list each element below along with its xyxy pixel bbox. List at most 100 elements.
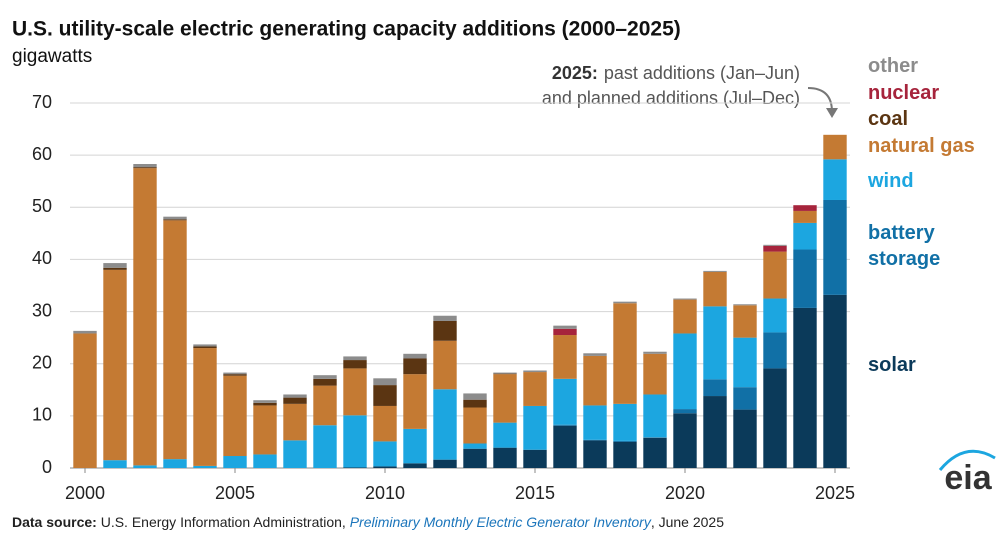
bar-segment xyxy=(733,304,757,306)
bar-segment xyxy=(283,394,307,398)
x-tick-label: 2015 xyxy=(515,483,555,503)
bar-segment xyxy=(733,337,757,388)
logo: eia xyxy=(944,459,992,497)
bar-segment xyxy=(493,422,517,448)
bar-segment xyxy=(763,251,787,299)
bar-segment xyxy=(613,403,637,441)
logo-swoosh xyxy=(938,449,996,471)
bar-segment xyxy=(793,249,817,308)
bar-segment xyxy=(163,459,187,468)
bar-segment xyxy=(343,360,367,369)
bar-segment xyxy=(313,425,337,468)
bar-segment xyxy=(433,340,457,390)
bar-segment xyxy=(673,413,697,468)
bar-segment xyxy=(643,351,667,354)
bar-segment xyxy=(793,205,817,211)
bar-segment xyxy=(733,305,757,338)
bar-segment xyxy=(373,405,397,442)
source-bold: Data source: xyxy=(12,514,97,530)
bar-segment xyxy=(703,306,727,380)
bar-segment xyxy=(583,405,607,440)
bar-segment xyxy=(493,372,517,374)
y-tick-label: 20 xyxy=(32,352,52,372)
bar-segment xyxy=(103,269,127,461)
bar-segment xyxy=(133,465,157,468)
bar-segment xyxy=(103,263,127,268)
bar-segment xyxy=(643,353,667,395)
bar-segment xyxy=(313,375,337,379)
bar-segment xyxy=(283,397,307,404)
bar-segment xyxy=(613,303,637,404)
bar-segment xyxy=(133,167,157,169)
legend-entry: solar xyxy=(868,354,916,376)
bar-segment xyxy=(673,333,697,410)
bar-segment xyxy=(523,405,547,450)
annotation: 2025: past additions (Jan–Jun) xyxy=(552,63,800,83)
bar-segment xyxy=(193,346,217,349)
x-tick-label: 2005 xyxy=(215,483,255,503)
bar-segment xyxy=(553,325,577,329)
bar-segment xyxy=(223,456,247,468)
y-tick-label: 50 xyxy=(32,196,52,216)
bar-segment xyxy=(283,440,307,468)
bar-segment xyxy=(343,467,367,468)
bar-segment xyxy=(493,447,517,468)
bar-segment xyxy=(463,443,487,449)
bar-segment xyxy=(793,307,817,468)
bar-segment xyxy=(373,378,397,386)
source-text: U.S. Energy Information Administration, xyxy=(100,514,346,530)
bar-segment xyxy=(703,270,727,272)
bar-segment xyxy=(613,441,637,468)
bar-segment xyxy=(493,374,517,423)
chart-title: U.S. utility-scale electric generating c… xyxy=(12,18,681,41)
bar-segment xyxy=(553,328,577,336)
y-tick-label: 70 xyxy=(32,92,52,112)
bar-segment xyxy=(463,399,487,408)
bar-segment xyxy=(403,358,427,375)
bar-segment xyxy=(763,245,787,252)
bar-segment xyxy=(613,301,637,304)
bar-segment xyxy=(253,454,277,468)
legend-entry: other xyxy=(868,55,918,77)
bar-segment xyxy=(343,368,367,416)
bar-segment xyxy=(343,356,367,361)
bar-segment xyxy=(523,370,547,373)
bar-segment xyxy=(253,402,277,406)
bar-segment xyxy=(373,385,397,406)
annotation-bold: 2025: xyxy=(552,63,598,83)
bar-segment xyxy=(733,409,757,468)
bar-segment xyxy=(463,393,487,400)
bar-segment xyxy=(403,463,427,468)
source-italic: Preliminary Monthly Electric Generator I… xyxy=(349,514,651,530)
bar-segment xyxy=(223,372,247,375)
bar-segment xyxy=(643,394,667,438)
bar-segment xyxy=(553,425,577,468)
bar-segment xyxy=(103,267,127,270)
x-tick-label: 2025 xyxy=(815,483,855,503)
legend-entry: coal xyxy=(868,108,909,130)
bar-segment xyxy=(433,320,457,341)
bar-segment xyxy=(523,372,547,406)
bar-segment xyxy=(673,298,697,300)
bar-segment xyxy=(703,379,727,397)
bar-segment xyxy=(163,220,187,460)
bar-segment xyxy=(193,348,217,466)
bar-segment xyxy=(193,344,217,347)
bar-segment xyxy=(793,222,817,250)
bar-segment xyxy=(223,374,247,376)
annotation-arrowhead xyxy=(826,108,838,118)
bar-segment xyxy=(313,378,337,386)
bar-segment xyxy=(283,403,307,441)
y-tick-label: 40 xyxy=(32,248,52,268)
bar-segment xyxy=(73,330,97,334)
bar-segment xyxy=(763,244,787,246)
bar-segment xyxy=(133,168,157,466)
legend-entry: wind xyxy=(868,170,914,192)
bar-segment xyxy=(763,332,787,369)
bar-segment xyxy=(403,374,427,429)
y-tick-label: 60 xyxy=(32,144,52,164)
bar-segment xyxy=(373,466,397,468)
bar-segment xyxy=(673,409,697,414)
bar-segment xyxy=(253,400,277,403)
